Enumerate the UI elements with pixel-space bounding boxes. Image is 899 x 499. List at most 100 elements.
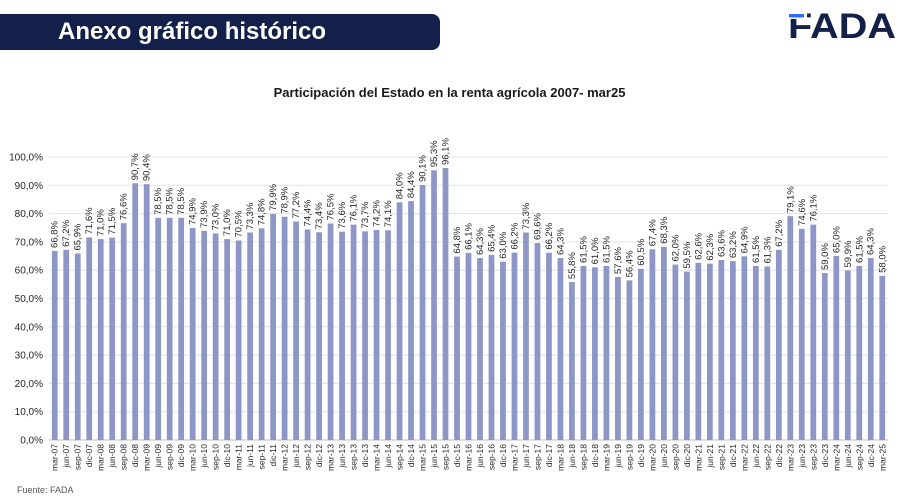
x-tick-label: dic-10 [222,444,232,467]
x-tick-label: mar-14 [372,444,382,471]
bar [201,230,208,440]
bar [500,261,506,440]
x-tick-label: dic-08 [130,444,140,467]
bar [718,260,725,440]
x-tick-label: dic-18 [590,444,600,467]
x-tick-label: mar-24 [831,444,841,471]
bar [810,224,817,440]
data-label: 69,6% [532,213,543,240]
bar [63,249,70,440]
data-label: 60,5% [636,238,647,265]
x-tick-label: sep-19 [624,444,634,470]
data-label: 84,0% [395,172,406,199]
x-tick-label: dic-07 [84,444,94,467]
data-label: 76,5% [326,193,337,220]
bar [293,221,299,440]
bar [833,256,840,440]
bar [844,270,851,440]
source-note: Fuente: FADA [17,485,74,495]
data-label: 61,5% [601,235,612,262]
x-tick-label: sep-11 [257,444,267,470]
data-label: 74,2% [372,200,383,227]
bar [442,168,449,441]
bar [120,223,127,440]
data-label: 57,6% [613,247,624,274]
x-tick-label: jun-13 [337,444,347,469]
bar [638,268,644,440]
data-label: 65,9% [73,223,84,250]
bar [304,229,311,440]
header-banner: Anexo gráfico histórico [0,14,440,50]
data-label: 68,3% [659,216,670,243]
bar [798,228,805,440]
x-tick-label: sep-20 [670,444,680,470]
data-label: 65,0% [831,226,842,253]
x-tick-label: dic-21 [728,444,738,467]
x-tick-label: mar-21 [693,444,703,471]
fada-logo: FADA [788,8,896,44]
bar [867,258,874,440]
data-label: 96,1% [441,138,452,165]
chart-title: Participación del Estado en la renta agr… [273,85,626,100]
bar [477,258,483,440]
data-label: 61,0% [590,237,601,264]
data-label: 63,6% [716,230,727,257]
logo-accent-stripe [789,14,804,18]
x-tick-label: jun-18 [567,444,577,469]
data-label: 73,0% [211,203,222,230]
data-label: 61,5% [578,235,589,262]
data-label: 61,3% [762,236,773,263]
data-label: 90,1% [418,155,429,182]
y-tick-label: 0,0% [20,436,43,447]
bar [235,240,242,440]
x-tick-label: mar-08 [96,444,106,471]
data-label: 76,1% [808,194,819,221]
bar [362,231,368,440]
x-tick-label: jun-12 [291,444,301,469]
data-label: 78,9% [280,186,291,213]
bar [350,224,357,440]
x-tick-label: sep-08 [119,444,129,470]
x-tick-label: dic-24 [866,444,876,467]
y-tick-label: 20,0% [15,379,43,390]
x-tick-label: sep-12 [303,444,313,470]
data-label: 63,2% [728,231,739,258]
data-label: 74,4% [303,199,314,226]
data-label: 67,2% [61,219,72,246]
bar [729,261,736,440]
data-label: 61,5% [751,235,762,262]
bar [339,231,345,440]
bar [132,183,139,440]
data-label: 73,3% [245,202,256,229]
x-tick-label: dic-14 [406,444,416,467]
x-tick-label: sep-22 [762,444,772,470]
x-tick-label: dic-12 [314,444,324,467]
data-label: 71,5% [107,207,118,234]
data-label: 62,3% [705,233,716,260]
bar [189,228,196,440]
x-tick-label: mar-19 [601,444,611,471]
y-tick-label: 40,0% [15,322,43,333]
x-tick-label: sep-07 [73,444,83,470]
bar [465,252,472,440]
y-tick-label: 50,0% [15,294,43,305]
data-label: 66,2% [509,222,520,249]
data-label: 64,3% [475,228,486,255]
data-label: 74,1% [383,200,394,227]
data-label: 90,7% [130,153,141,180]
data-label: 79,1% [785,186,796,213]
y-tick-label: 10,0% [15,407,43,418]
data-label: 63,0% [498,231,509,258]
bar [603,265,610,440]
data-label: 74,9% [188,198,199,225]
bar [419,185,426,440]
bar [396,202,403,440]
data-label: 66,2% [544,222,555,249]
x-tick-label: mar-17 [509,444,519,471]
x-tick-label: jun-11 [245,444,255,468]
data-label: 95,3% [429,140,440,167]
data-label: 64,3% [555,228,566,255]
x-tick-label: jun-14 [383,444,393,469]
y-tick-label: 60,0% [15,266,43,277]
data-label: 73,3% [521,202,532,229]
